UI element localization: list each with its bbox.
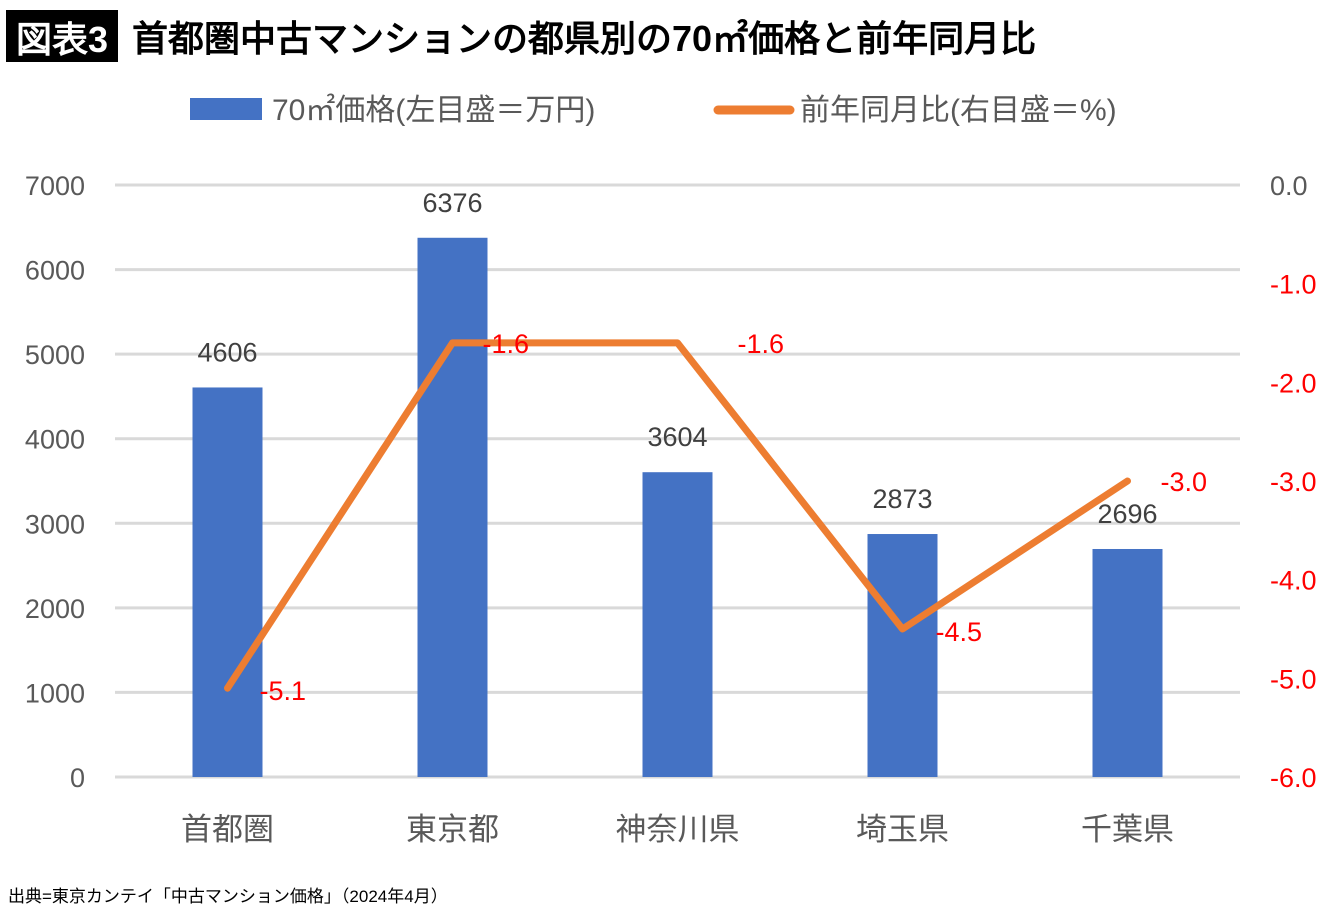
category-label: 首都圏: [181, 812, 274, 847]
category-label: 千葉県: [1081, 812, 1174, 847]
bar-data-label: 2696: [1097, 499, 1157, 529]
line-data-label: -4.5: [936, 617, 983, 647]
line-series: [224, 339, 1131, 692]
bar: [867, 534, 938, 777]
figure-badge: 図表3: [6, 10, 119, 62]
line-data-label: -1.6: [483, 329, 530, 359]
right-tick-label: 0.0: [1270, 171, 1308, 201]
bar-data-label: 6376: [422, 188, 482, 218]
category-label: 神奈川県: [616, 812, 740, 847]
left-tick-label: 6000: [25, 256, 85, 286]
left-tick-label: 4000: [25, 425, 85, 455]
legend-label-bar: 70㎡価格(左目盛＝万円): [272, 94, 595, 127]
category-label: 埼玉県: [856, 812, 949, 847]
category-label: 東京都: [406, 812, 499, 847]
bar-data-label: 4606: [197, 337, 257, 367]
line-data-label: -1.6: [738, 329, 785, 359]
left-tick-label: 7000: [25, 171, 85, 201]
bar: [642, 472, 713, 777]
bar: [1092, 548, 1163, 777]
right-tick-label: -1.0: [1270, 270, 1317, 300]
chart-title: 首都圏中古マンションの都県別の70㎡価格と前年同月比: [132, 18, 1037, 59]
legend-swatch-bar: [190, 98, 262, 120]
right-tick-label: -3.0: [1270, 467, 1317, 497]
bar-data-label: 3604: [647, 422, 707, 452]
right-tick-label: -5.0: [1270, 664, 1317, 694]
left-tick-label: 0: [70, 763, 85, 793]
left-tick-label: 5000: [25, 340, 85, 370]
left-tick-label: 3000: [25, 509, 85, 539]
source-note: 出典=東京カンテイ「中古マンション価格」（2024年4月）: [8, 887, 448, 906]
title-bar: 図表3 首都圏中古マンションの都県別の70㎡価格と前年同月比: [6, 10, 1036, 62]
right-tick-label: -2.0: [1270, 368, 1317, 398]
line-data-label: -5.1: [260, 676, 307, 706]
left-tick-label: 2000: [25, 594, 85, 624]
left-tick-label: 1000: [25, 678, 85, 708]
line-data-label: -3.0: [1161, 467, 1208, 497]
bar: [417, 237, 488, 777]
bar-data-label: 2873: [872, 484, 932, 514]
legend-label-line: 前年同月比(右目盛＝%): [800, 94, 1117, 127]
right-tick-label: -6.0: [1270, 763, 1317, 793]
bar: [192, 387, 263, 777]
right-tick-label: -4.0: [1270, 566, 1317, 596]
